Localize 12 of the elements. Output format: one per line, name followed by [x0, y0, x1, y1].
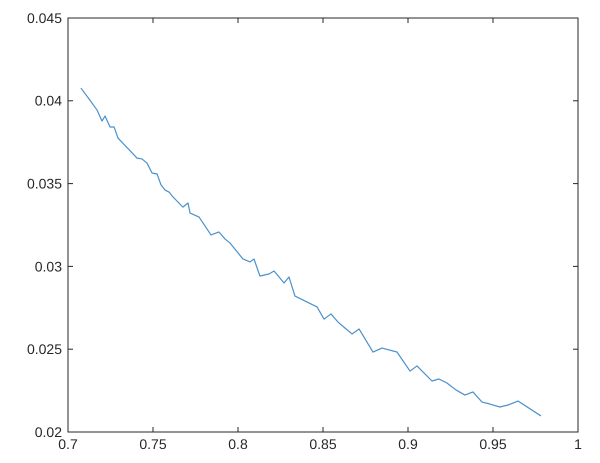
x-tick-label: 0.75 — [139, 436, 167, 452]
x-tick-label: 0.95 — [479, 436, 507, 452]
line-series — [80, 87, 542, 417]
x-tick-label: 0.9 — [398, 436, 418, 452]
x-tick-label: 1 — [574, 436, 582, 452]
x-tick-label: 0.8 — [228, 436, 248, 452]
y-tick-label: 0.045 — [26, 10, 62, 26]
y-tick-label: 0.03 — [34, 258, 62, 274]
x-tick-label: 0.85 — [309, 436, 337, 452]
y-tick-label: 0.025 — [26, 341, 62, 358]
y-tick-label: 0.04 — [34, 92, 62, 109]
y-tick-label: 0.035 — [26, 176, 62, 192]
